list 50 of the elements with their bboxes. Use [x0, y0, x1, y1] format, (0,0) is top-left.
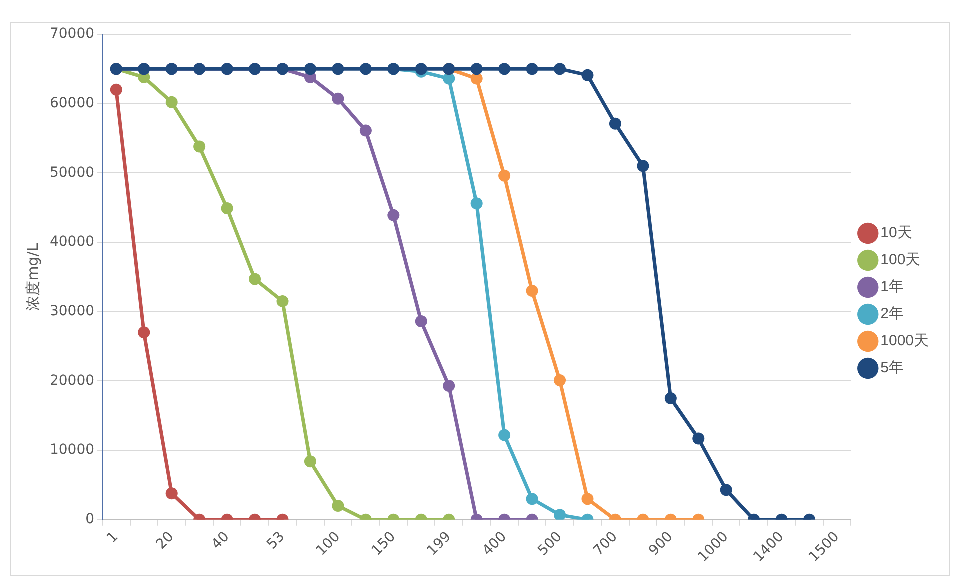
- point: [637, 160, 650, 172]
- y-tick-label: 0: [86, 512, 95, 528]
- point: [276, 295, 289, 308]
- x-tick-label: 53: [264, 528, 288, 553]
- point: [194, 140, 206, 153]
- legend-label: 1000天: [880, 332, 930, 350]
- point: [470, 72, 483, 85]
- x-tick-label: 20: [153, 528, 178, 553]
- point: [360, 63, 372, 76]
- x-tick-label: 900: [646, 528, 676, 560]
- x-tick-label: 100: [313, 528, 344, 560]
- point: [498, 170, 511, 182]
- x-tick-label: 199: [424, 528, 455, 560]
- y-tick-label: 40000: [50, 234, 95, 250]
- point: [249, 273, 262, 286]
- x-tick-label: 40: [208, 528, 233, 553]
- y-tick-label: 10000: [50, 442, 95, 458]
- point: [388, 209, 400, 222]
- y-axis-title: 浓度mg/L: [24, 242, 42, 311]
- x-tick-label: 700: [590, 528, 621, 560]
- point: [470, 198, 483, 210]
- point: [332, 63, 344, 76]
- point: [221, 202, 234, 214]
- legend-label: 100天: [880, 252, 921, 269]
- legend-label: 10天: [880, 224, 912, 242]
- legend-label: 5年: [880, 360, 904, 377]
- legend-label: 1年: [880, 278, 904, 296]
- point: [304, 63, 316, 76]
- point: [609, 118, 622, 130]
- y-tick-label: 70000: [50, 26, 95, 42]
- x-tick-label: 500: [535, 528, 566, 560]
- x-tick-label: 1: [104, 528, 122, 547]
- point: [110, 84, 122, 96]
- y-tick-label: 30000: [50, 303, 95, 320]
- legend-label: 2年: [880, 306, 904, 323]
- point: [554, 63, 566, 76]
- point: [332, 92, 344, 105]
- point: [166, 96, 178, 108]
- y-tick-label: 60000: [50, 95, 95, 112]
- point: [415, 63, 428, 76]
- point: [526, 63, 538, 76]
- y-tick-label: 50000: [50, 164, 95, 181]
- x-tick-label: 400: [480, 528, 510, 560]
- point: [443, 72, 456, 85]
- y-tick-label: 20000: [50, 372, 95, 389]
- point: [470, 63, 483, 76]
- x-tick-label: 150: [368, 528, 400, 560]
- point: [360, 124, 372, 137]
- point: [582, 69, 594, 82]
- point: [498, 63, 511, 76]
